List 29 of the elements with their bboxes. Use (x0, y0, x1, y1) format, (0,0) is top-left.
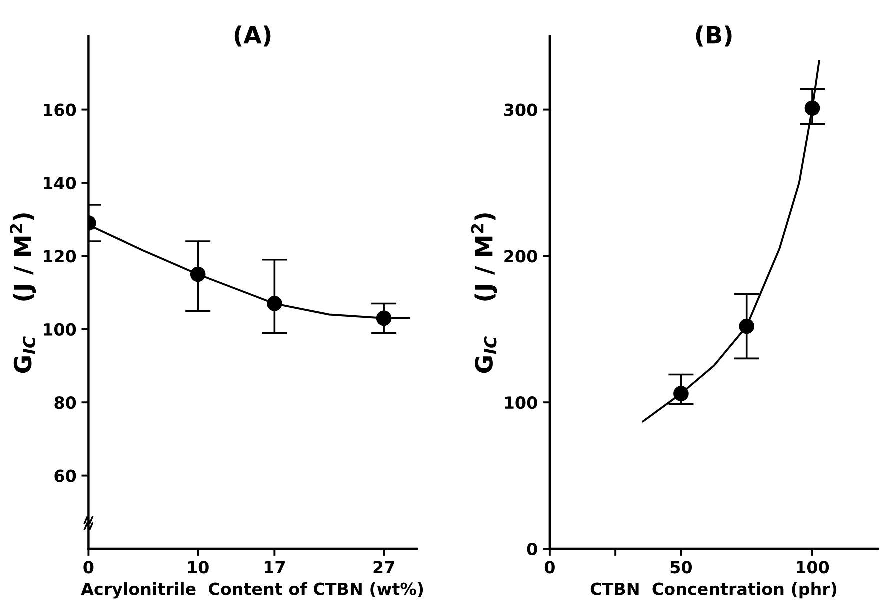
y-tick-label: 300 (504, 104, 538, 116)
x-tick-label: 100 (796, 561, 830, 574)
x-tick-label: 27 (374, 561, 394, 574)
y-tick-label: 100 (505, 396, 538, 410)
y-tick-label: 0 (527, 542, 538, 556)
y-tick-label: 160 (44, 104, 76, 116)
point (674, 386, 689, 402)
y-tick-label: 200 (504, 250, 538, 263)
x-tick-label: 10 (188, 561, 209, 574)
x-tick-label: 17 (264, 561, 285, 574)
point (804, 100, 820, 116)
point (739, 318, 754, 334)
x-tick-label: 0 (544, 561, 555, 574)
y-tick-label: 60 (54, 470, 76, 482)
y-tick-label: 120 (44, 250, 76, 263)
chart-title: (B) (696, 26, 732, 47)
x-tick-label: 50 (670, 561, 692, 574)
x-axis-title: CTBN Concentration (phr) (590, 582, 837, 599)
text: G$_{IC}$ (J / M$^{2}$) (10, 214, 36, 374)
y-tick-label: 140 (44, 176, 76, 190)
y-tick-label: 100 (44, 323, 76, 336)
point (267, 296, 282, 312)
chart-title: (A) (234, 26, 271, 47)
point (376, 310, 392, 326)
text: G$_{IC}$ (J / M$^{2}$) (471, 214, 498, 374)
point (190, 266, 206, 282)
x-axis-title: Acrylonitrile Content of CTBN (wt%) (81, 582, 424, 599)
y-tick-label: 80 (54, 396, 76, 410)
x-tick-label: 0 (84, 561, 94, 574)
